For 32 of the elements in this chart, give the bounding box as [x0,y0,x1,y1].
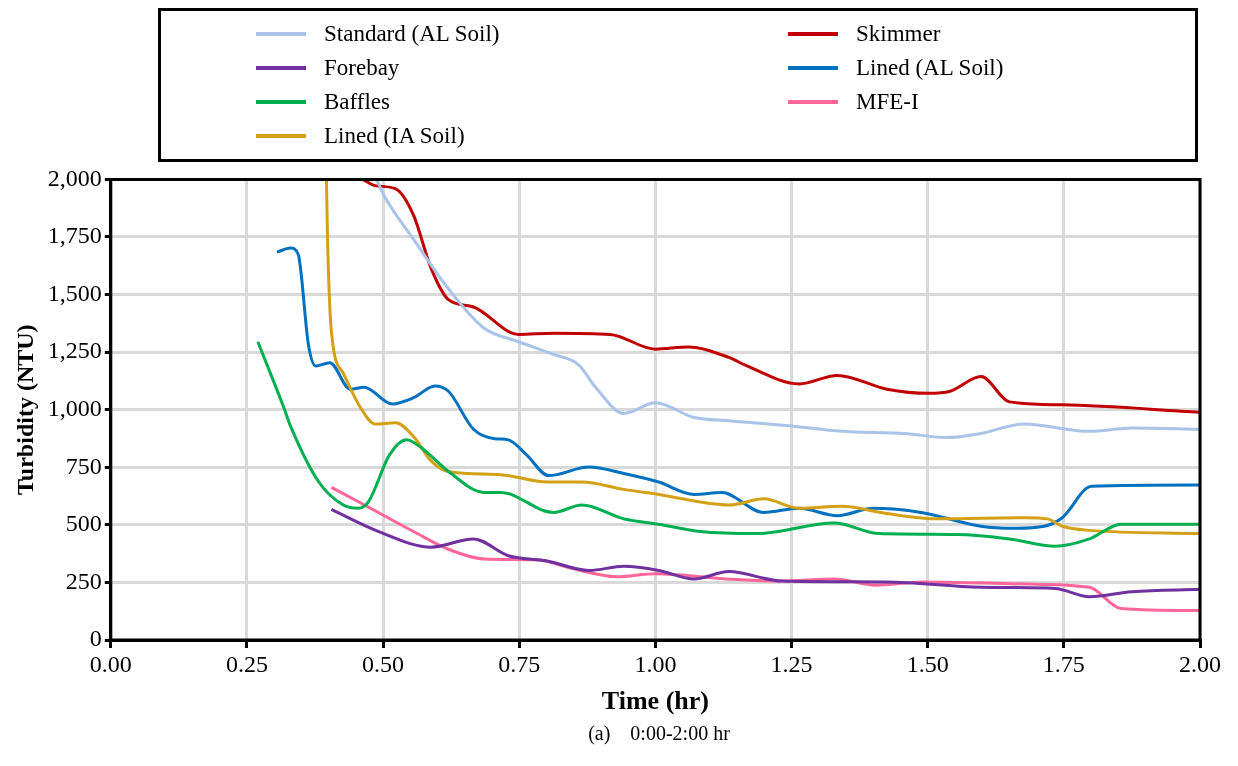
y-axis-title: Turbidity (NTU) [11,324,38,495]
line-series [324,179,1200,536]
text: (a) 0:00-2:00 hr [587,722,731,745]
y-tick-label: 1,250 [47,337,102,364]
y-tick-label: 0 [89,625,102,652]
x-tick-label: 1.75 [1042,650,1085,677]
x-tick-label: 1.00 [634,650,677,677]
y-tick-label: 2,000 [47,164,102,191]
x-tick-label: 0.00 [89,650,132,677]
x-tick-label: 1.50 [906,650,949,677]
legend-label: Skimmer [856,21,941,47]
y-tick-label: 250 [65,567,102,594]
y-tick-label: 1,000 [47,395,102,421]
x-tick-label: 0.75 [498,650,541,677]
legend-label: Standard (AL Soil) [324,21,500,47]
y-tick-label: 1,500 [47,279,102,306]
x-tick-label: 2.00 [1179,650,1221,677]
line-series [256,340,1200,548]
x-tick-label: 0.50 [362,650,405,677]
x-tick-label: 0.25 [225,650,268,677]
legend-label: Forebay [324,55,400,81]
legend-label: Lined (IA Soil) [324,123,465,149]
y-tick-label: 750 [65,452,102,479]
line-series [275,246,1200,530]
x-axis-title: Time (hr) [601,686,709,716]
y-tick-label: 500 [65,510,102,537]
legend-label: Baffles [324,89,391,115]
x-tick-label: 1.25 [770,650,813,677]
legend-label: Lined (AL Soil) [856,55,1004,81]
line-series [329,507,1200,599]
legend-label: MFE-I [856,89,919,115]
y-tick-label: 1,750 [47,222,102,249]
